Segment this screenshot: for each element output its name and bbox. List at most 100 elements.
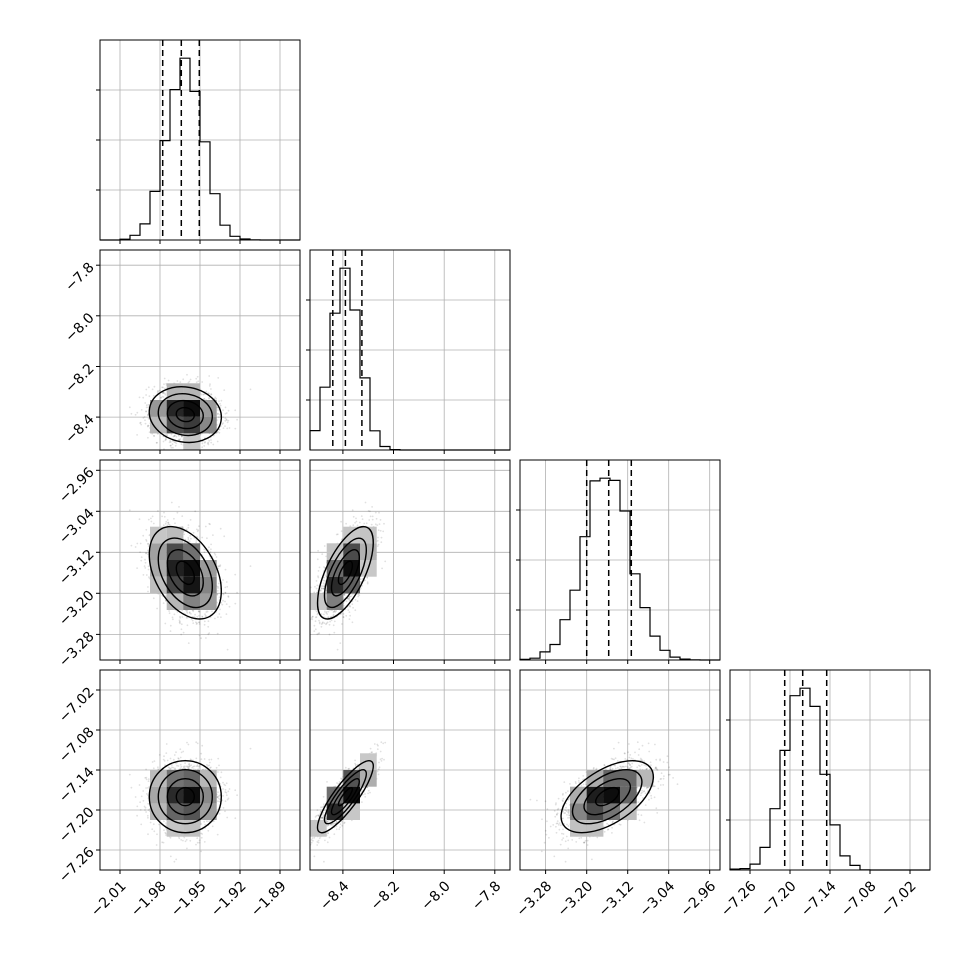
scatter-point: [170, 433, 173, 436]
scatter-point: [324, 574, 326, 577]
scatter-point: [182, 378, 185, 381]
scatter-point: [222, 579, 224, 581]
scatter-point: [217, 412, 219, 415]
histogram-step: [309, 267, 510, 451]
scatter-point: [144, 419, 146, 422]
scatter-point: [144, 561, 147, 564]
scatter-point: [144, 422, 147, 425]
scatter-point: [196, 615, 199, 618]
scatter-point: [189, 378, 192, 381]
scatter-point: [198, 615, 200, 617]
scatter-point: [348, 604, 351, 607]
scatter-point: [316, 584, 319, 587]
scatter-point: [192, 610, 195, 613]
scatter-point: [208, 385, 211, 387]
scatter-point: [207, 441, 210, 444]
scatter-point: [145, 552, 148, 554]
scatter-point: [343, 593, 346, 596]
scatter-point: [314, 585, 316, 588]
scatter-point: [203, 623, 206, 626]
scatter-point: [172, 435, 175, 438]
scatter-point: [366, 577, 369, 579]
scatter-point: [174, 441, 177, 444]
scatter-point: [342, 616, 345, 618]
scatter-point: [147, 417, 150, 420]
scatter-point: [142, 396, 145, 399]
scatter-point: [138, 396, 141, 399]
scatter-point: [361, 518, 364, 521]
scatter-point: [151, 515, 154, 518]
scatter-point: [356, 600, 359, 602]
scatter-point: [315, 610, 318, 613]
scatter-point: [174, 522, 176, 525]
scatter-point: [145, 394, 148, 396]
scatter-point: [227, 419, 230, 422]
scatter-point: [216, 440, 219, 443]
scatter-point: [209, 383, 211, 386]
scatter-point: [328, 623, 331, 626]
scatter-point: [197, 610, 200, 613]
scatter-point: [200, 836, 203, 839]
scatter-point: [208, 522, 211, 525]
scatter-point: [236, 591, 239, 594]
scatter-point: [222, 409, 224, 412]
scatter-point: [192, 622, 195, 624]
scatter-point: [173, 441, 176, 443]
scatter-point: [224, 417, 227, 420]
scatter-point: [144, 567, 147, 569]
scatter-point: [162, 440, 165, 443]
scatter-point: [176, 380, 179, 382]
y-tick-label: −3.04: [56, 506, 98, 548]
scatter-point: [162, 602, 165, 604]
y-tick-label: −3.12: [56, 547, 98, 589]
scatter-point: [317, 575, 319, 577]
scatter-point: [189, 534, 192, 537]
y-tick-label: −8.0: [62, 310, 97, 345]
scatter-point: [164, 622, 167, 625]
scatter-point: [167, 379, 170, 382]
scatter-point: [348, 618, 351, 620]
scatter-point: [139, 809, 142, 811]
scatter-point: [153, 435, 156, 437]
scatter-point: [201, 442, 204, 445]
scatter-point: [130, 412, 133, 415]
scatter-point: [223, 389, 226, 391]
scatter-point: [313, 591, 316, 594]
scatter-point: [173, 435, 176, 437]
scatter-point: [198, 621, 200, 624]
scatter-point: [212, 534, 214, 536]
scatter-point: [328, 633, 331, 636]
scatter-point: [333, 610, 335, 613]
scatter-point: [139, 542, 142, 545]
scatter-point: [201, 381, 204, 383]
scatter-point: [204, 768, 207, 770]
scatter-point: [215, 556, 218, 558]
scatter-point: [366, 582, 369, 585]
scatter-point: [144, 558, 146, 561]
scatter-point: [169, 624, 172, 627]
scatter-point: [136, 567, 139, 569]
scatter-point: [152, 434, 155, 437]
scatter-point: [165, 438, 168, 441]
scatter-point: [163, 383, 165, 386]
scatter-point: [367, 510, 370, 512]
scatter-point: [217, 582, 220, 585]
scatter-point: [203, 445, 206, 447]
scatter-point: [378, 511, 380, 514]
scatter-point: [187, 526, 190, 529]
scatter-point: [164, 387, 166, 390]
scatter-point: [145, 768, 148, 771]
scatter-point: [379, 519, 382, 521]
scatter-point: [175, 442, 178, 445]
density-cell: [150, 526, 167, 544]
scatter-point: [217, 416, 220, 419]
scatter-point: [207, 620, 210, 623]
scatter-point: [336, 648, 339, 651]
scatter-point: [315, 580, 318, 582]
scatter-point: [164, 392, 166, 395]
scatter-point: [340, 520, 342, 523]
scatter-point: [147, 424, 150, 427]
scatter-point: [224, 586, 227, 589]
scatter-point: [224, 568, 227, 571]
